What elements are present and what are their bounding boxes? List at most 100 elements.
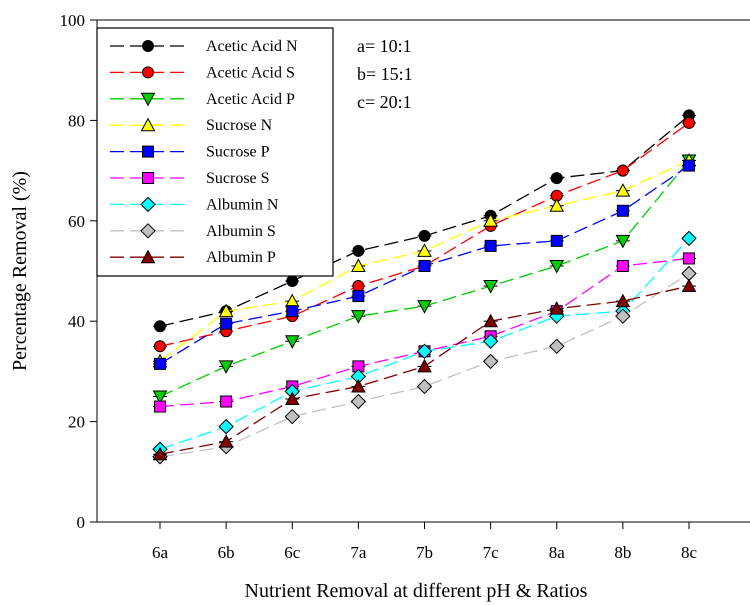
axes: 0 20 40 60 80 100 6a 6b 6c 7a 7b 7c 8a 8b 8c (60, 11, 750, 562)
data-point (482, 333, 499, 349)
data-point (417, 300, 432, 314)
legend-marker (142, 145, 154, 158)
x-tick-label: 6a (152, 543, 169, 562)
data-point (616, 259, 629, 272)
data-point (550, 172, 563, 185)
data-point (286, 305, 299, 318)
data-point (351, 310, 366, 324)
x-tick-label: 7c (483, 543, 500, 562)
legend-marker (140, 117, 156, 132)
y-tick-label: 40 (68, 312, 85, 331)
data-point (683, 159, 695, 172)
legend-item: Sucrose N (110, 117, 273, 134)
legend-marker (142, 66, 154, 79)
x-tick-label: 6b (218, 543, 235, 562)
data-point (218, 360, 234, 374)
legend-item: Sucrose S (110, 170, 270, 187)
data-point (218, 434, 234, 448)
data-point (352, 290, 365, 303)
series-line (159, 272, 690, 458)
data-point (549, 259, 565, 274)
data-point (615, 293, 631, 308)
data-point (483, 213, 498, 227)
legend-marker (140, 249, 156, 264)
data-point (683, 252, 695, 265)
data-point (549, 301, 565, 315)
data-point (550, 234, 563, 247)
data-point (616, 164, 629, 177)
x-axis-label: Nutrient Removal at different pH & Ratio… (245, 580, 588, 602)
legend-marker (140, 92, 156, 107)
data-point (417, 358, 432, 373)
y-tick-label: 60 (68, 212, 85, 231)
annotations: a= 10:1 b= 15:1 c= 20:1 (357, 36, 413, 112)
data-point (418, 229, 431, 242)
data-point (352, 280, 365, 293)
y-tick-label: 80 (68, 111, 85, 130)
data-point (351, 378, 366, 393)
legend-marker (142, 172, 154, 184)
x-tick-label: 8c (681, 543, 698, 562)
legend-item: Albumin S (110, 223, 276, 240)
legend-label: Acetic Acid P (206, 91, 295, 108)
series-line (159, 122, 690, 347)
legend-item: Albumin P (110, 249, 276, 266)
data-point (350, 393, 367, 410)
data-point (681, 265, 697, 282)
data-point (220, 395, 233, 408)
data-point (154, 320, 166, 333)
data-point (218, 303, 234, 318)
data-point (483, 313, 498, 328)
data-point (154, 340, 166, 353)
legend-marker (140, 223, 156, 239)
data-point (615, 308, 631, 324)
data-point (416, 378, 433, 395)
legend-label: Albumin P (206, 249, 276, 266)
data-point (549, 198, 565, 212)
legend-item: Acetic Acid P (110, 91, 295, 108)
data-point (484, 239, 497, 252)
data-point (483, 280, 498, 294)
series-sucrose-p (153, 159, 696, 370)
legend-marker (140, 196, 156, 213)
y-tick-label: 20 (68, 413, 85, 432)
data-point (352, 244, 365, 257)
x-tick-label: 8a (549, 543, 566, 562)
legend-label: Sucrose P (206, 144, 270, 161)
data-point (482, 353, 499, 370)
legend-label: Sucrose N (206, 117, 273, 134)
legend: Acetic Acid N Acetic Acid S Acetic Acid P S… (96, 27, 334, 277)
series-albumin-n (152, 230, 697, 457)
legend-item: Acetic Acid N (110, 38, 298, 55)
legend-marker (142, 40, 154, 52)
data-point (284, 391, 300, 406)
data-point (616, 204, 629, 217)
data-point (351, 258, 366, 272)
data-point (615, 234, 631, 249)
y-tick-label: 0 (77, 513, 86, 532)
series-layer (152, 109, 697, 465)
ratio-annotation: b= 15:1 (357, 64, 413, 84)
data-point (681, 278, 697, 293)
legend-item: Albumin N (110, 196, 279, 213)
data-point (416, 343, 433, 360)
series-albumin-p (152, 278, 697, 461)
data-point (154, 357, 166, 370)
data-point (417, 243, 432, 257)
data-point (681, 230, 697, 247)
x-tick-label: 6c (284, 543, 301, 562)
ratio-annotation: a= 10:1 (357, 36, 412, 56)
legend-item: Sucrose P (110, 144, 270, 161)
data-point (284, 408, 300, 425)
data-point (284, 335, 300, 349)
legend-label: Albumin S (206, 223, 276, 240)
y-tick-label: 100 (60, 11, 86, 30)
x-tick-label: 7b (416, 543, 433, 562)
data-point (154, 400, 166, 413)
data-point (549, 338, 565, 355)
data-point (220, 317, 233, 330)
legend-label: Albumin N (206, 196, 279, 213)
data-point (152, 390, 168, 405)
legend-item: Acetic Acid S (110, 64, 295, 81)
